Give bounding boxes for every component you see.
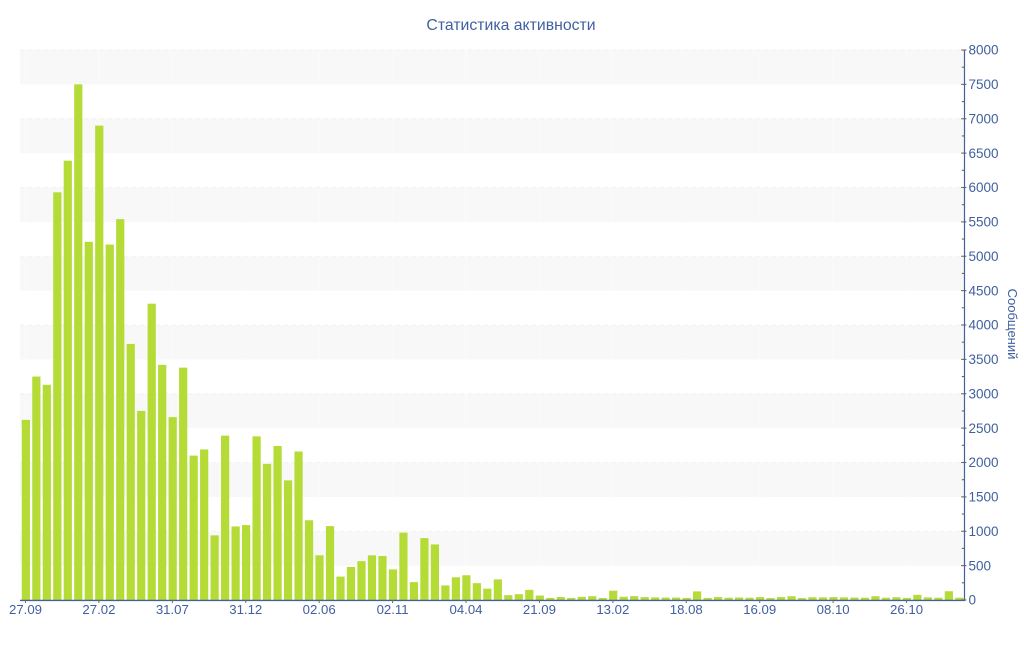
svg-text:500: 500 (969, 558, 992, 573)
svg-text:27.02: 27.02 (82, 602, 115, 617)
svg-text:5500: 5500 (969, 215, 999, 230)
svg-text:4000: 4000 (969, 318, 999, 333)
svg-text:0: 0 (969, 593, 977, 608)
svg-text:16.09: 16.09 (743, 602, 776, 617)
svg-text:26.10: 26.10 (890, 602, 923, 617)
svg-text:4500: 4500 (969, 283, 999, 298)
svg-text:Сообщений: Сообщений (1005, 289, 1020, 360)
svg-text:3500: 3500 (969, 352, 999, 367)
svg-text:7000: 7000 (969, 111, 999, 126)
svg-text:31.12: 31.12 (229, 602, 262, 617)
svg-text:31.07: 31.07 (156, 602, 189, 617)
svg-text:7500: 7500 (969, 77, 999, 92)
svg-text:2500: 2500 (969, 421, 999, 436)
svg-text:5000: 5000 (969, 249, 999, 264)
svg-text:02.06: 02.06 (303, 602, 336, 617)
svg-text:04.04: 04.04 (450, 602, 483, 617)
svg-text:02.11: 02.11 (377, 602, 409, 617)
svg-text:1000: 1000 (969, 524, 999, 539)
svg-text:6500: 6500 (969, 146, 999, 161)
svg-text:13.02: 13.02 (596, 602, 629, 617)
svg-text:08.10: 08.10 (817, 602, 850, 617)
svg-text:21.09: 21.09 (523, 602, 556, 617)
svg-text:2000: 2000 (969, 455, 999, 470)
svg-text:Статистика активности: Статистика активности (426, 17, 595, 34)
svg-text:6000: 6000 (969, 180, 999, 195)
svg-text:8000: 8000 (969, 43, 999, 58)
svg-text:1500: 1500 (969, 490, 999, 505)
svg-text:18.08: 18.08 (670, 602, 703, 617)
svg-text:27.09: 27.09 (9, 602, 42, 617)
svg-text:3000: 3000 (969, 386, 999, 401)
